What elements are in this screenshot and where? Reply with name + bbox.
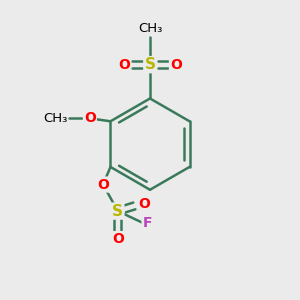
Text: O: O <box>138 197 150 211</box>
Text: O: O <box>170 58 182 72</box>
Text: O: O <box>97 178 109 192</box>
Text: F: F <box>142 216 152 230</box>
Text: S: S <box>145 57 155 72</box>
Text: CH₃: CH₃ <box>138 22 162 35</box>
Text: O: O <box>118 58 130 72</box>
Text: S: S <box>112 204 123 219</box>
Text: O: O <box>84 111 96 125</box>
Text: O: O <box>112 232 124 246</box>
Text: CH₃: CH₃ <box>43 112 67 125</box>
